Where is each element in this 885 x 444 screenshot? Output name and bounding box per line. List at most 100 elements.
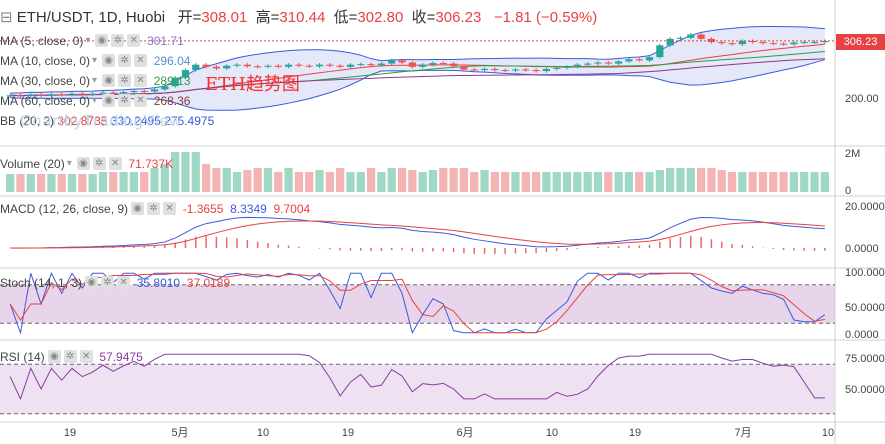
close-icon[interactable]: ✕ xyxy=(134,74,148,88)
candle-body xyxy=(429,63,437,65)
volume-bar xyxy=(531,172,541,192)
candle-body xyxy=(119,92,128,94)
eye-icon[interactable]: ◉ xyxy=(131,202,145,216)
close-icon[interactable]: ✕ xyxy=(108,157,122,171)
candle-body xyxy=(821,41,829,43)
ma10-legend[interactable]: MA (10, close, 0) ▾ ◉ ✲ ✕ 296.04 xyxy=(0,53,190,68)
candle-body xyxy=(284,64,293,67)
bb-upper-value: 330.2495 xyxy=(110,113,161,128)
candle-body xyxy=(274,65,282,67)
macd-line xyxy=(10,216,825,249)
close-icon[interactable]: ✕ xyxy=(163,202,177,216)
close-icon[interactable]: ✕ xyxy=(134,94,148,108)
gear-icon[interactable]: ✲ xyxy=(147,202,161,216)
stoch-legend[interactable]: Stoch (14, 1, 3) ◉ ✲ ✕ 35.8010 37.0189 xyxy=(0,275,230,290)
eye-icon[interactable]: ◉ xyxy=(85,276,99,290)
eye-icon[interactable]: ◉ xyxy=(76,157,90,171)
stoch-tick-label: 50.0000 xyxy=(845,302,885,314)
volume-bar xyxy=(26,174,35,192)
x-axis-label: 5月 xyxy=(171,427,188,439)
candle-body xyxy=(388,60,396,64)
ma30-legend[interactable]: MA (30, close, 0) ▾ ◉ ✲ ✕ 289.13 xyxy=(0,73,190,88)
volume-bar xyxy=(315,170,324,192)
rsi-tick-label: 50.0000 xyxy=(845,384,885,396)
volume-bar xyxy=(346,172,355,192)
symbol-label[interactable]: ETH/USDT, 1D, Huobi xyxy=(16,9,166,26)
bb-legend[interactable]: BB (20, 2) 302.8735 330.2495 275.4975 xyxy=(0,113,214,128)
rsi-legend[interactable]: RSI (14) ◉ ✲ ✕ 57.9475 xyxy=(0,349,143,364)
candle-body xyxy=(563,66,571,68)
volume-bar xyxy=(800,172,809,192)
volume-bar xyxy=(129,172,139,192)
gear-icon[interactable]: ✲ xyxy=(63,350,77,364)
caret-icon[interactable]: ▾ xyxy=(66,158,72,170)
caret-icon[interactable]: ▾ xyxy=(92,95,98,107)
volume-bar xyxy=(78,174,87,192)
symbol-header: ⊟ ETH/USDT, 1D, Huobi 开=308.01 高=310.44 … xyxy=(0,6,597,27)
candle-body xyxy=(377,63,386,66)
close-icon[interactable]: ✕ xyxy=(134,54,148,68)
ma5-legend[interactable]: MA (5, close, 0) ▾ ◉ ✲ ✕ 301.71 xyxy=(0,33,184,48)
gear-icon[interactable]: ✲ xyxy=(92,157,106,171)
volume-bar xyxy=(222,168,231,192)
volume-bar xyxy=(325,172,334,192)
volume-bar xyxy=(696,168,706,192)
close-icon[interactable]: ✕ xyxy=(117,276,131,290)
volume-bar xyxy=(624,172,634,192)
gear-icon[interactable]: ✲ xyxy=(118,94,132,108)
candle-body xyxy=(707,38,716,43)
candle-body xyxy=(800,42,808,44)
close-icon[interactable]: ✕ xyxy=(79,350,93,364)
volume-bar xyxy=(201,164,211,192)
bb-basis-value: 302.8735 xyxy=(57,113,108,128)
candle-body xyxy=(501,70,509,72)
candle-body xyxy=(749,41,757,43)
volume-bar xyxy=(810,172,819,192)
volume-bar xyxy=(253,168,262,192)
volume-bar xyxy=(511,172,520,192)
rsi-value: 57.9475 xyxy=(99,349,143,364)
x-axis-label: 10 xyxy=(257,427,269,439)
close-label: 收= xyxy=(411,9,436,26)
caret-icon[interactable]: ▾ xyxy=(92,75,98,87)
candle-body xyxy=(573,64,581,67)
candle-body xyxy=(315,64,324,67)
bollinger-band-fill xyxy=(10,26,825,111)
volume-bar xyxy=(593,172,603,192)
candle-body xyxy=(243,64,251,67)
eye-icon[interactable]: ◉ xyxy=(102,54,116,68)
gear-icon[interactable]: ✲ xyxy=(101,276,115,290)
eye-icon[interactable]: ◉ xyxy=(102,74,116,88)
gear-icon[interactable]: ✲ xyxy=(111,34,125,48)
candle-body xyxy=(68,93,76,95)
candle-body xyxy=(542,68,551,72)
gear-icon[interactable]: ✲ xyxy=(118,54,132,68)
close-icon[interactable]: ✕ xyxy=(127,34,141,48)
stoch-tick-label: 100.0000 xyxy=(845,267,885,279)
candle-body xyxy=(687,34,695,38)
eye-icon[interactable]: ◉ xyxy=(47,350,61,364)
collapse-icon[interactable]: ⊟ xyxy=(0,9,13,26)
ma60-legend[interactable]: MA (60, close, 0) ▾ ◉ ✲ ✕ 268.36 xyxy=(0,93,190,108)
eye-icon[interactable]: ◉ xyxy=(95,34,109,48)
macd-signal-value: 9.7004 xyxy=(273,201,311,216)
price-tick-label: 200.00 xyxy=(845,93,879,105)
ma30-value: 289.13 xyxy=(153,73,191,88)
candle-body xyxy=(254,66,262,68)
volume-legend[interactable]: Volume (20) ▾ ◉ ✲ ✕ 71.737K xyxy=(0,156,173,171)
volume-bar xyxy=(47,174,56,192)
bb-label: BB (20, 2) xyxy=(0,113,55,128)
volume-bar xyxy=(232,172,242,192)
ma60-value: 268.36 xyxy=(153,93,191,108)
caret-icon[interactable]: ▾ xyxy=(85,35,91,47)
volume-bar xyxy=(604,172,613,192)
eye-icon[interactable]: ◉ xyxy=(102,94,116,108)
ma10-value: 296.04 xyxy=(153,53,191,68)
caret-icon[interactable]: ▾ xyxy=(92,55,98,67)
macd-legend[interactable]: MACD (12, 26, close, 9) ◉ ✲ ✕ -1.3655 8.334… xyxy=(0,201,310,216)
candle-body xyxy=(491,68,499,71)
volume-bar xyxy=(583,172,592,192)
gear-icon[interactable]: ✲ xyxy=(118,74,132,88)
candle-body xyxy=(326,64,334,66)
volume-bar xyxy=(439,168,448,192)
